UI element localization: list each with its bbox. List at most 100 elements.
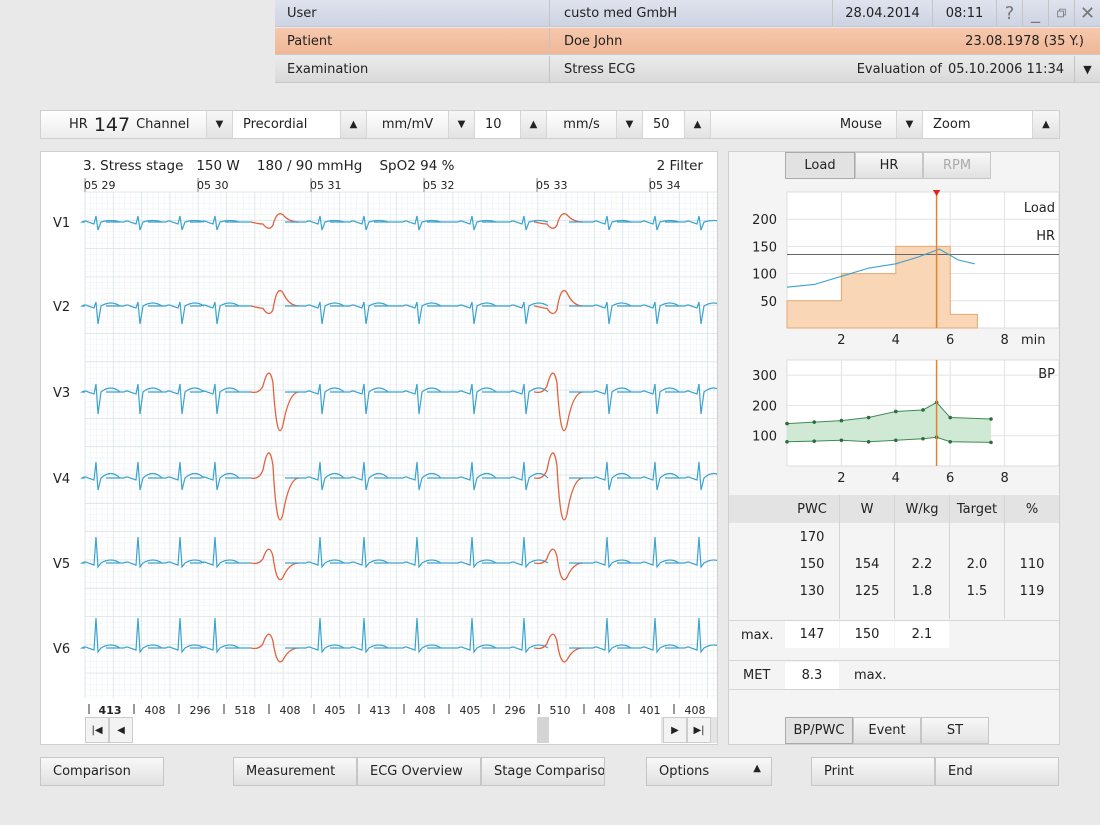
bp-x-tick: 4 (892, 471, 900, 486)
options-up-icon: ▲ (753, 763, 761, 774)
sensitivity-up-icon[interactable]: ▲ (521, 111, 547, 138)
comparison-button[interactable]: Comparison (40, 757, 164, 786)
load-hr-chart[interactable]: 200 150 100 50 2 4 6 8 min Load HR (729, 190, 1059, 350)
ecg-beat (374, 536, 442, 569)
ecg-ectopic-beat (534, 452, 584, 521)
bp-point (812, 420, 816, 424)
rr-interval-value: 405 (325, 704, 346, 714)
ecg-beat (106, 536, 163, 569)
user-row: User custo med GmbH 28.04.2014 08:11 ? _… (275, 0, 1100, 27)
max-wkg: 2.1 (895, 621, 949, 648)
tab-bp-pwc[interactable]: BP/PWC (785, 717, 853, 744)
ecg-beat (665, 383, 717, 415)
time-tick-label: 05 31 (310, 179, 342, 192)
ecg-overview-button[interactable]: ECG Overview (357, 757, 481, 786)
ecg-traces[interactable]: 05 29 05 30 05 31 05 32 05 33 05 34 V1 V2 V3 V4 V5… (41, 178, 717, 714)
restore-icon[interactable] (1048, 0, 1074, 26)
user-value: custo med GmbH (564, 5, 678, 21)
mouse-dropdown-icon[interactable]: ▼ (897, 111, 923, 138)
filter-label[interactable]: 2 Filter (656, 158, 703, 174)
met-max-label: max. (854, 668, 887, 683)
options-button[interactable]: Options ▲ (646, 757, 772, 786)
ecg-ectopic-beat (534, 633, 584, 663)
mouse-mode-select[interactable]: Zoom (923, 111, 1033, 138)
tab-hr[interactable]: HR (855, 152, 923, 179)
rr-interval-value: 413 (99, 704, 122, 714)
ecg-beat (569, 461, 632, 491)
ecg-ectopic-beat (250, 289, 300, 315)
ecg-beat (148, 461, 205, 491)
mouse-mode-up-icon[interactable]: ▲ (1033, 111, 1059, 138)
ecg-ectopic-beat (534, 289, 584, 315)
channel-up-icon[interactable]: ▲ (341, 111, 367, 138)
sensitivity-unit: mm/mV (367, 111, 449, 138)
bp-chart[interactable]: 300 200 100 2 4 6 8 BP (729, 358, 1059, 492)
ecg-beat (285, 215, 345, 231)
help-icon[interactable]: ? (996, 0, 1022, 26)
ecg-beat (148, 301, 205, 325)
patient-dob: 23.08.1978 (35 Y.) (965, 33, 1084, 49)
ecg-beat (482, 215, 549, 231)
ecg-beat (80, 301, 121, 325)
load-y-tick: 150 (752, 240, 777, 255)
load-series-label: Load (1024, 201, 1055, 216)
ecg-beat (374, 617, 442, 654)
stage-comparison-button[interactable]: Stage Compariso (481, 757, 605, 786)
bp-y-tick: 300 (752, 369, 777, 384)
ecg-beat (106, 383, 163, 415)
tab-event[interactable]: Event (853, 717, 921, 744)
measurement-button[interactable]: Measurement (233, 757, 357, 786)
channel-select[interactable]: Precordial (233, 111, 341, 138)
minimize-icon[interactable]: _ (1022, 0, 1048, 26)
scroll-track-left[interactable] (133, 717, 537, 743)
tab-st[interactable]: ST (921, 717, 989, 744)
sensitivity-down-icon[interactable]: ▼ (449, 111, 475, 138)
ecg-beat (617, 461, 680, 491)
ecg-beat (427, 617, 497, 654)
lead-label-v2: V2 (53, 300, 70, 315)
speed-up-icon[interactable]: ▲ (685, 111, 711, 138)
load-series-area (786, 245, 978, 329)
ecg-beat (617, 536, 680, 569)
pwc-header-cell: PWC (797, 502, 827, 517)
load-y-tick: 200 (752, 213, 777, 228)
lead-label-v1: V1 (53, 216, 70, 231)
tab-rpm[interactable]: RPM (923, 152, 991, 179)
ecg-beat (569, 383, 632, 415)
examination-dropdown-icon[interactable]: ▼ (1074, 56, 1100, 82)
max-label: max. (741, 628, 774, 643)
max-pwc: 147 (785, 621, 839, 648)
print-button[interactable]: Print (811, 757, 935, 786)
close-icon[interactable]: ✕ (1074, 0, 1100, 26)
time-display: 08:11 (932, 0, 996, 26)
scroll-thumb[interactable] (537, 717, 549, 743)
examination-row: Examination Stress ECG Evaluation of 05.… (275, 56, 1100, 83)
rr-interval-value: 518 (235, 704, 256, 714)
rr-strip (85, 703, 717, 714)
ecg-beat (285, 461, 345, 491)
ecg-beat (427, 461, 497, 491)
channel-dropdown-icon[interactable]: ▼ (207, 111, 233, 138)
bp-range-area (787, 402, 991, 443)
ecg-beat (665, 301, 717, 325)
speed-value[interactable]: 50 (643, 111, 685, 138)
ecg-scrollbar[interactable]: |◀ ◀ ▶ ▶| (85, 717, 717, 743)
rr-interval-value: 413 (370, 704, 391, 714)
scroll-prev-icon[interactable]: ◀ (109, 717, 133, 743)
ecg-ectopic-beat (250, 212, 300, 229)
ecg-beat (482, 617, 549, 654)
ecg-beat (665, 461, 717, 491)
ecg-beat (482, 301, 549, 325)
tab-load[interactable]: Load (785, 152, 855, 179)
scroll-track-right[interactable] (549, 717, 661, 743)
pwc-cell: 150 (799, 557, 825, 572)
scroll-next-icon[interactable]: ▶ (663, 717, 687, 743)
ecg-beat (482, 461, 549, 491)
speed-down-icon[interactable]: ▼ (617, 111, 643, 138)
end-button[interactable]: End (935, 757, 1059, 786)
scroll-last-icon[interactable]: ▶| (687, 717, 711, 743)
pwc-header-cell: Target (956, 502, 998, 517)
scroll-first-icon[interactable]: |◀ (85, 717, 109, 743)
sensitivity-value[interactable]: 10 (475, 111, 521, 138)
ecg-beat (617, 301, 680, 325)
